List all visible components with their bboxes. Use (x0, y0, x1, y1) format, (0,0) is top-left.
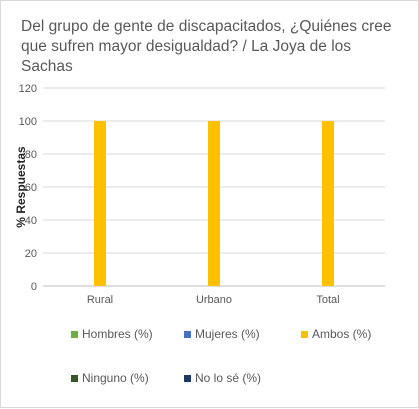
bar (322, 121, 334, 286)
chart-title: Del grupo de gente de discapacitados, ¿Q… (21, 18, 392, 75)
y-tick-label: 20 (25, 248, 37, 260)
y-tick-label: 40 (25, 215, 37, 227)
legend-item-mujeres: Mujeres (%) (184, 327, 260, 341)
y-tick-label: 80 (25, 149, 37, 161)
legend-swatch-ninguno (71, 374, 78, 382)
legend-item-hombres: Hombres (%) (71, 327, 153, 341)
y-tick-label: 120 (19, 83, 37, 95)
legend-swatch-mujeres (184, 330, 191, 338)
y-tick-label: 60 (25, 182, 37, 194)
x-tick-label: Urbano (196, 294, 232, 306)
legend-item-no-lo-se: No lo sé (%) (184, 371, 261, 385)
legend-label-ninguno: Ninguno (%) (82, 371, 149, 385)
legend-label-hombres: Hombres (%) (82, 327, 153, 341)
y-tick-label: 100 (19, 116, 37, 128)
legend-swatch-hombres (71, 330, 78, 338)
y-tick-label: 0 (31, 281, 37, 293)
x-tick-label: Rural (87, 294, 113, 306)
legend-item-ninguno: Ninguno (%) (71, 371, 149, 385)
legend-swatch-ambos (301, 330, 308, 338)
legend-swatch-no-lo-se (184, 374, 191, 382)
y-axis-title: % Respuestas (14, 146, 28, 228)
bar (208, 121, 220, 286)
bar (94, 121, 106, 286)
legend-item-ambos: Ambos (%) (301, 327, 371, 341)
legend-label-ambos: Ambos (%) (312, 327, 372, 341)
legend-label-mujeres: Mujeres (%) (195, 327, 260, 341)
legend-label-no-lo-se: No lo sé (%) (195, 371, 262, 385)
x-tick-label: Total (316, 294, 339, 306)
